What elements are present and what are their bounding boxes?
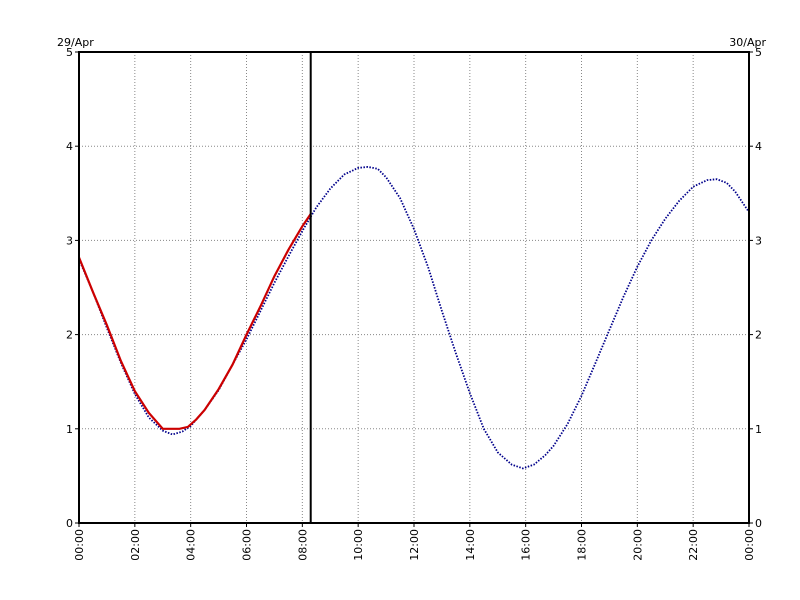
- x-tick-label: 12:00: [408, 529, 421, 561]
- x-axis-labels: 00:00 02:00 04:00 06:00 08:00 10:00 12:00 14:00…: [73, 529, 756, 561]
- date-left-label: 29/Apr: [57, 36, 94, 49]
- y-tick-label-right: 4: [755, 140, 762, 153]
- x-tick-label: 18:00: [576, 529, 589, 561]
- plot-frame: [78, 51, 750, 524]
- x-tick-label: 14:00: [464, 529, 477, 561]
- x-tick-label: 20:00: [631, 529, 644, 561]
- grid: [79, 52, 749, 523]
- x-tick-label: 04:00: [185, 529, 198, 561]
- y-tick-label-right: 2: [755, 329, 762, 342]
- y-tick-label-left: 3: [66, 234, 73, 247]
- x-tick-label: 16:00: [520, 529, 533, 561]
- observed-series-line: [77, 213, 312, 430]
- x-tick-label: 10:00: [352, 529, 365, 561]
- x-tick-label: 22:00: [687, 529, 700, 561]
- y-tick-label-left: 0: [66, 517, 73, 530]
- x-tick-label: 00:00: [73, 529, 86, 561]
- y-tick-label-left: 5: [66, 46, 73, 59]
- y-axis-left-labels: 0 1 2 3 4 5: [66, 46, 73, 530]
- y-tick-label-right: 0: [755, 517, 762, 530]
- series-layer: [77, 165, 750, 470]
- y-tick-label-right: 5: [755, 46, 762, 59]
- x-tick-label: 08:00: [296, 529, 309, 561]
- x-tick-label: 00:00: [743, 529, 756, 561]
- y-tick-label-right: 1: [755, 423, 762, 436]
- y-tick-label-left: 2: [66, 329, 73, 342]
- y-axis-right-labels: 0 1 2 3 4 5: [755, 46, 762, 530]
- y-tick-label-right: 3: [755, 234, 762, 247]
- y-tick-label-left: 1: [66, 423, 73, 436]
- x-tick-label: 06:00: [241, 529, 254, 561]
- date-right-label: 30/Apr: [729, 36, 766, 49]
- y-tick-label-left: 4: [66, 140, 73, 153]
- x-tick-label: 02:00: [129, 529, 142, 561]
